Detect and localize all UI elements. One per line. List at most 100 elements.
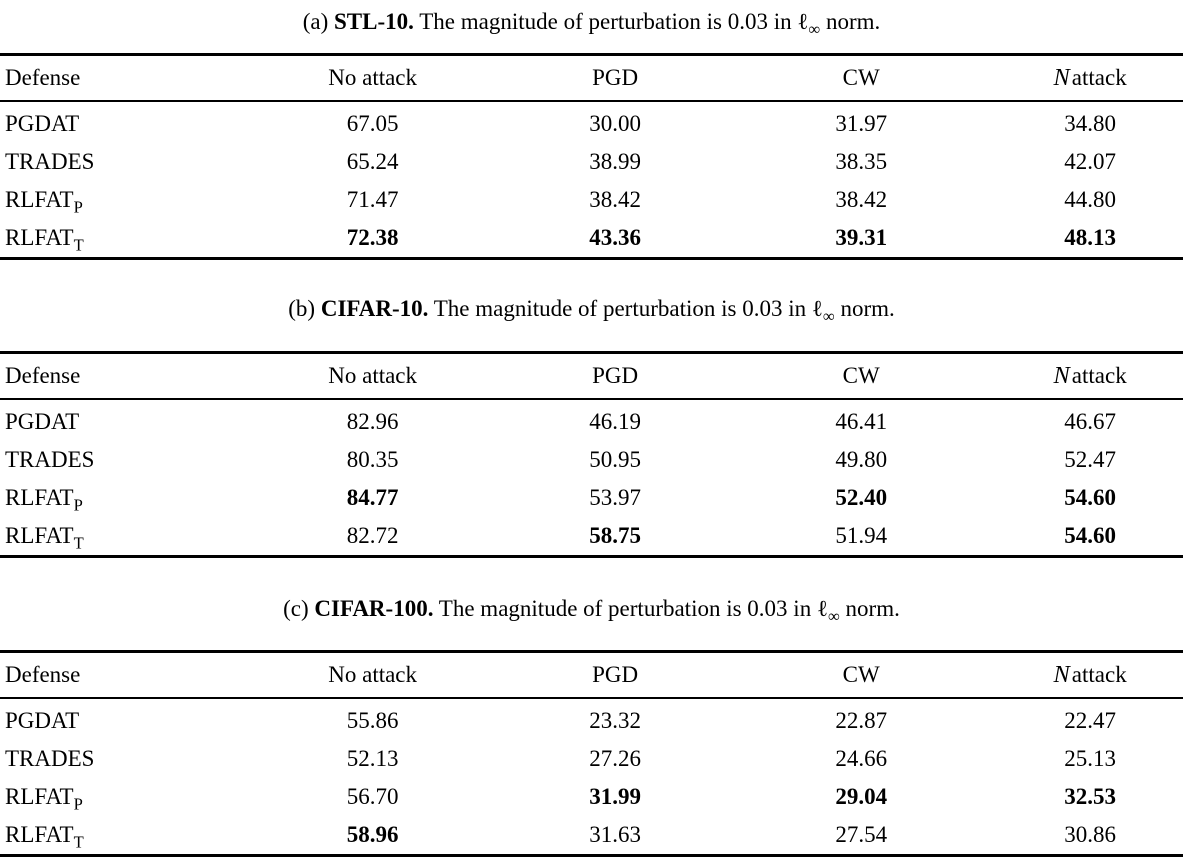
accuracy-value-cell: 82.72 [346, 523, 399, 548]
defense-name-cell: PGDAT [0, 698, 240, 740]
col-header-label: CW [842, 662, 880, 687]
caption-dataset-name: CIFAR-100. [314, 596, 434, 621]
accuracy-value-cell: 30.86 [1064, 822, 1116, 847]
accuracy-value-cell: 82.96 [346, 409, 399, 434]
caption-body-end: norm. [820, 9, 881, 34]
accuracy-value-cell: 34.80 [1064, 111, 1116, 136]
col-header-pgd: PGD [505, 54, 726, 102]
header-row: Defense No attack PGD CW Nattack [0, 651, 1183, 699]
accuracy-value-cell: 58.75 [589, 523, 642, 548]
accuracy-value-cell: 67.05 [346, 111, 399, 136]
table-row: PGDAT 55.86 23.32 22.87 22.47 [0, 698, 1183, 740]
defense-subscript: P [73, 495, 83, 515]
accuracy-value-cell: 84.77 [346, 485, 399, 510]
defense-name-cell: RLFATT [0, 816, 240, 856]
caption-body: The magnitude of perturbation is 0.03 in [433, 596, 817, 621]
header-row: Defense No attack PGD CW Nattack [0, 54, 1183, 102]
col-header-defense: Defense [0, 54, 241, 102]
defense-subscript: T [73, 533, 84, 553]
defense-name-cell: PGDAT [0, 101, 240, 143]
defense-name-cell: TRADES [0, 143, 240, 181]
col-header-no-attack: No attack [240, 352, 506, 400]
col-header-label: Defense [5, 363, 81, 388]
col-header-nattack: Nattack [997, 54, 1183, 102]
defense-name: PGDAT [5, 111, 80, 136]
accuracy-value-cell: 42.07 [1064, 149, 1116, 174]
caption-body-end: norm. [839, 596, 900, 621]
col-header-no-attack: No attack [240, 651, 506, 699]
accuracy-value-cell: 43.36 [589, 225, 642, 250]
col-header-label: attack [1071, 662, 1127, 687]
defense-subscript: T [73, 235, 84, 255]
accuracy-value-cell: 38.42 [835, 187, 888, 212]
defense-name: RLFAT [5, 225, 74, 250]
defense-name-cell: PGDAT [0, 399, 240, 441]
infinity-subscript: ∞ [822, 306, 835, 326]
accuracy-value-cell: 25.13 [1064, 746, 1116, 771]
defense-name-cell: RLFATP [0, 778, 240, 816]
accuracy-value-cell: 23.32 [589, 708, 642, 733]
table-row: RLFATP 71.47 38.42 38.42 44.80 [0, 181, 1183, 219]
defense-name-cell: RLFATT [0, 219, 240, 259]
defense-name: TRADES [5, 447, 95, 472]
header-row: Defense No attack PGD CW Nattack [0, 352, 1183, 400]
accuracy-value-cell: 49.80 [835, 447, 888, 472]
defense-subscript: P [73, 197, 83, 217]
defense-name-cell: TRADES [0, 740, 240, 778]
ell-norm-symbol: ℓ [797, 9, 809, 34]
accuracy-value-cell: 48.13 [1064, 225, 1116, 250]
results-table-cifar10: Defense No attack PGD CW Nattack PGDAT 82… [0, 351, 1183, 558]
table-row: TRADES 52.13 27.26 24.66 25.13 [0, 740, 1183, 778]
defense-subscript: T [73, 832, 84, 852]
col-header-cw: CW [725, 352, 998, 400]
table-row: RLFATT 58.96 31.63 27.54 30.86 [0, 816, 1183, 856]
accuracy-value-cell: 39.31 [835, 225, 888, 250]
accuracy-value-cell: 58.96 [346, 822, 399, 847]
table-row: TRADES 65.24 38.99 38.35 42.07 [0, 143, 1183, 181]
col-header-label: PGD [592, 662, 639, 687]
accuracy-value-cell: 52.47 [1064, 447, 1116, 472]
accuracy-value-cell: 52.13 [346, 746, 399, 771]
caption-body-end: norm. [834, 296, 895, 321]
defense-name: TRADES [5, 746, 95, 771]
col-header-label: CW [842, 65, 880, 90]
accuracy-value-cell: 53.97 [589, 485, 642, 510]
col-header-defense: Defense [0, 651, 241, 699]
defense-name-cell: RLFATP [0, 479, 240, 517]
script-n-icon: N [1053, 64, 1070, 91]
ell-norm-symbol: ℓ [811, 296, 823, 321]
accuracy-value-cell: 38.99 [589, 149, 642, 174]
defense-name: RLFAT [5, 523, 74, 548]
caption-index: (c) [283, 596, 315, 621]
col-header-cw: CW [725, 54, 998, 102]
caption-index: (a) [302, 9, 334, 34]
accuracy-value-cell: 52.40 [835, 485, 888, 510]
accuracy-value-cell: 54.60 [1064, 485, 1116, 510]
results-table-stl10: Defense No attack PGD CW Nattack PGDAT 67… [0, 53, 1183, 260]
accuracy-value-cell: 71.47 [346, 187, 399, 212]
col-header-cw: CW [725, 651, 998, 699]
col-header-nattack: Nattack [997, 651, 1183, 699]
defense-name: RLFAT [5, 485, 74, 510]
col-header-label: No attack [328, 65, 418, 90]
caption-dataset-name: CIFAR-10. [320, 296, 429, 321]
col-header-label: PGD [592, 65, 639, 90]
col-header-label: No attack [328, 363, 418, 388]
accuracy-value-cell: 44.80 [1064, 187, 1116, 212]
col-header-pgd: PGD [505, 352, 726, 400]
defense-name: PGDAT [5, 708, 80, 733]
accuracy-value-cell: 65.24 [346, 149, 399, 174]
accuracy-value-cell: 29.04 [835, 784, 888, 809]
defense-name-cell: RLFATP [0, 181, 240, 219]
accuracy-value-cell: 30.00 [589, 111, 642, 136]
accuracy-value-cell: 31.97 [835, 111, 888, 136]
col-header-label: PGD [592, 363, 639, 388]
defense-name-cell: TRADES [0, 441, 240, 479]
table-row: RLFATT 72.38 43.36 39.31 48.13 [0, 219, 1183, 259]
accuracy-value-cell: 31.99 [589, 784, 642, 809]
script-n-icon: N [1053, 661, 1070, 688]
col-header-label: Defense [5, 65, 81, 90]
infinity-subscript: ∞ [808, 19, 821, 39]
accuracy-value-cell: 46.67 [1064, 409, 1116, 434]
col-header-label: CW [842, 363, 880, 388]
